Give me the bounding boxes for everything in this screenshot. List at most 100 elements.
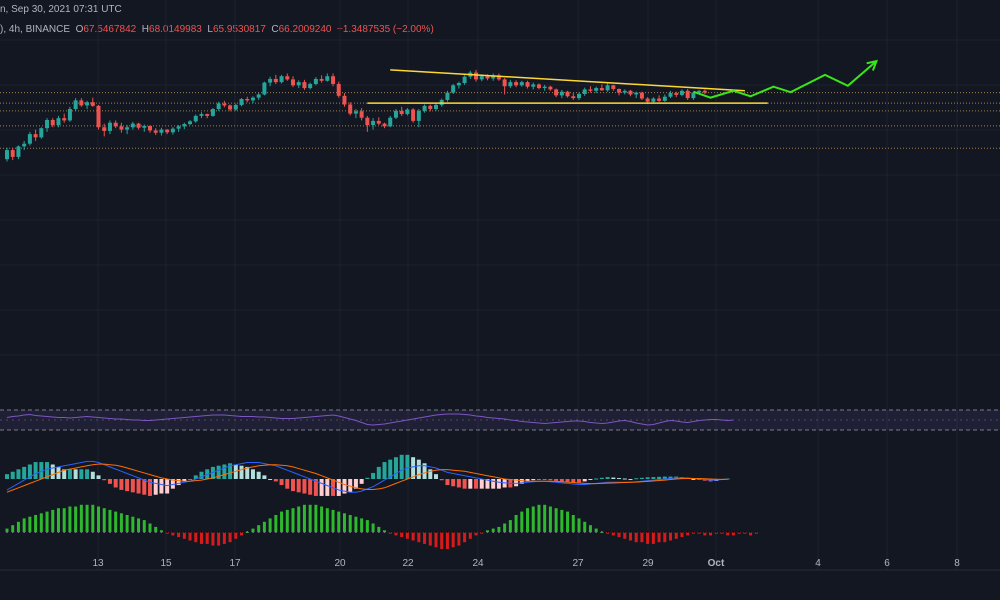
momentum-dot [354,531,357,533]
macd-histogram-bar [319,479,324,496]
momentum-bar [331,509,335,532]
momentum-bar [548,506,552,532]
candle-body [165,129,170,133]
macd-histogram-bar [325,479,330,496]
macd-histogram-bar [405,454,410,479]
momentum-dot [297,531,300,533]
momentum-dot [177,531,180,533]
momentum-bar [537,504,541,532]
momentum-bar [377,526,381,532]
momentum-dot [309,531,312,533]
momentum-bar [674,532,678,539]
momentum-panel [5,504,758,549]
symbol-interval-exchange: ), 4h, BINANCE [0,24,71,35]
momentum-dot [120,531,123,533]
macd-histogram-bar [617,478,622,480]
macd-histogram-bar [359,479,364,484]
candle-body [702,90,707,93]
candle-body [668,93,673,97]
momentum-dot [246,531,249,533]
momentum-bar [240,532,244,536]
candle-body [679,90,684,95]
momentum-bar [119,513,123,532]
momentum-dot [698,531,701,533]
candle-body [491,75,496,79]
momentum-dot [154,531,157,533]
momentum-dot [515,531,518,533]
macd-histogram-bar [645,477,650,479]
momentum-bar [297,506,301,532]
momentum-bar [302,504,306,532]
macd-histogram-bar [142,479,147,495]
momentum-dot [532,531,535,533]
momentum-bar [669,532,673,541]
momentum-bar [468,532,472,539]
horizontal-levels [0,92,1000,149]
high-value: 68.0149983 [149,24,202,35]
low-value: 65.9530817 [212,24,266,35]
momentum-bar [194,532,198,543]
momentum-dot [91,531,94,533]
candle-body [62,118,67,121]
momentum-dot [520,531,523,533]
macd-histogram-bar [125,479,130,492]
macd-histogram-bar [250,469,255,479]
momentum-dot [457,531,460,533]
momentum-dot [303,531,306,533]
momentum-dot [675,531,678,533]
candle-body [27,134,32,144]
momentum-dot [412,531,415,533]
candle-body [691,92,696,99]
candle-body [268,78,273,83]
momentum-bar [400,532,404,538]
momentum-bar [79,504,83,532]
macd-histogram-bar [393,457,398,479]
momentum-dot [74,531,77,533]
momentum-dot [566,531,569,533]
momentum-bar [417,532,421,543]
candle-body [405,109,410,115]
momentum-bar [531,506,535,532]
macd-histogram-bar [651,477,656,479]
momentum-dot [635,531,638,533]
candle-body [153,130,158,133]
macd-histogram-bar [10,471,15,479]
momentum-bar [320,506,324,532]
momentum-bar [108,509,112,532]
macd-histogram-bar [102,479,107,481]
momentum-bar [68,506,72,532]
candle-body [279,76,284,83]
macd-histogram-bar [90,471,95,479]
momentum-bar [268,518,272,532]
macd-line [6,460,728,493]
macd-histogram-bar [657,476,662,479]
momentum-bar [314,504,318,532]
momentum-bar [262,521,266,532]
macd-histogram-bar [634,478,639,480]
macd-histogram-bar [422,463,427,479]
momentum-bar [503,523,507,532]
momentum-bar [508,520,512,532]
x-axis-tick-label: 13 [92,558,104,569]
momentum-dot [406,531,409,533]
momentum-bar [423,532,427,544]
macd-histogram-bar [639,477,644,479]
momentum-dot [743,531,746,533]
momentum-bar [85,504,89,532]
chart-datetime: n, Sep 30, 2021 07:31 UTC [0,4,122,15]
macd-histogram-bar [485,479,490,489]
macd-histogram-bar [628,479,633,480]
momentum-bar [394,532,398,536]
momentum-bar [348,515,352,532]
momentum-dot [400,531,403,533]
momentum-dot [726,531,729,533]
x-axis-tick-label: 8 [954,558,960,569]
macd-histogram-bar [199,471,204,479]
candle-body [697,90,702,93]
candle-body [445,92,450,100]
macd-histogram-bar [599,477,604,479]
momentum-dot [17,531,20,533]
momentum-bar [405,532,409,539]
momentum-bar [125,515,129,532]
